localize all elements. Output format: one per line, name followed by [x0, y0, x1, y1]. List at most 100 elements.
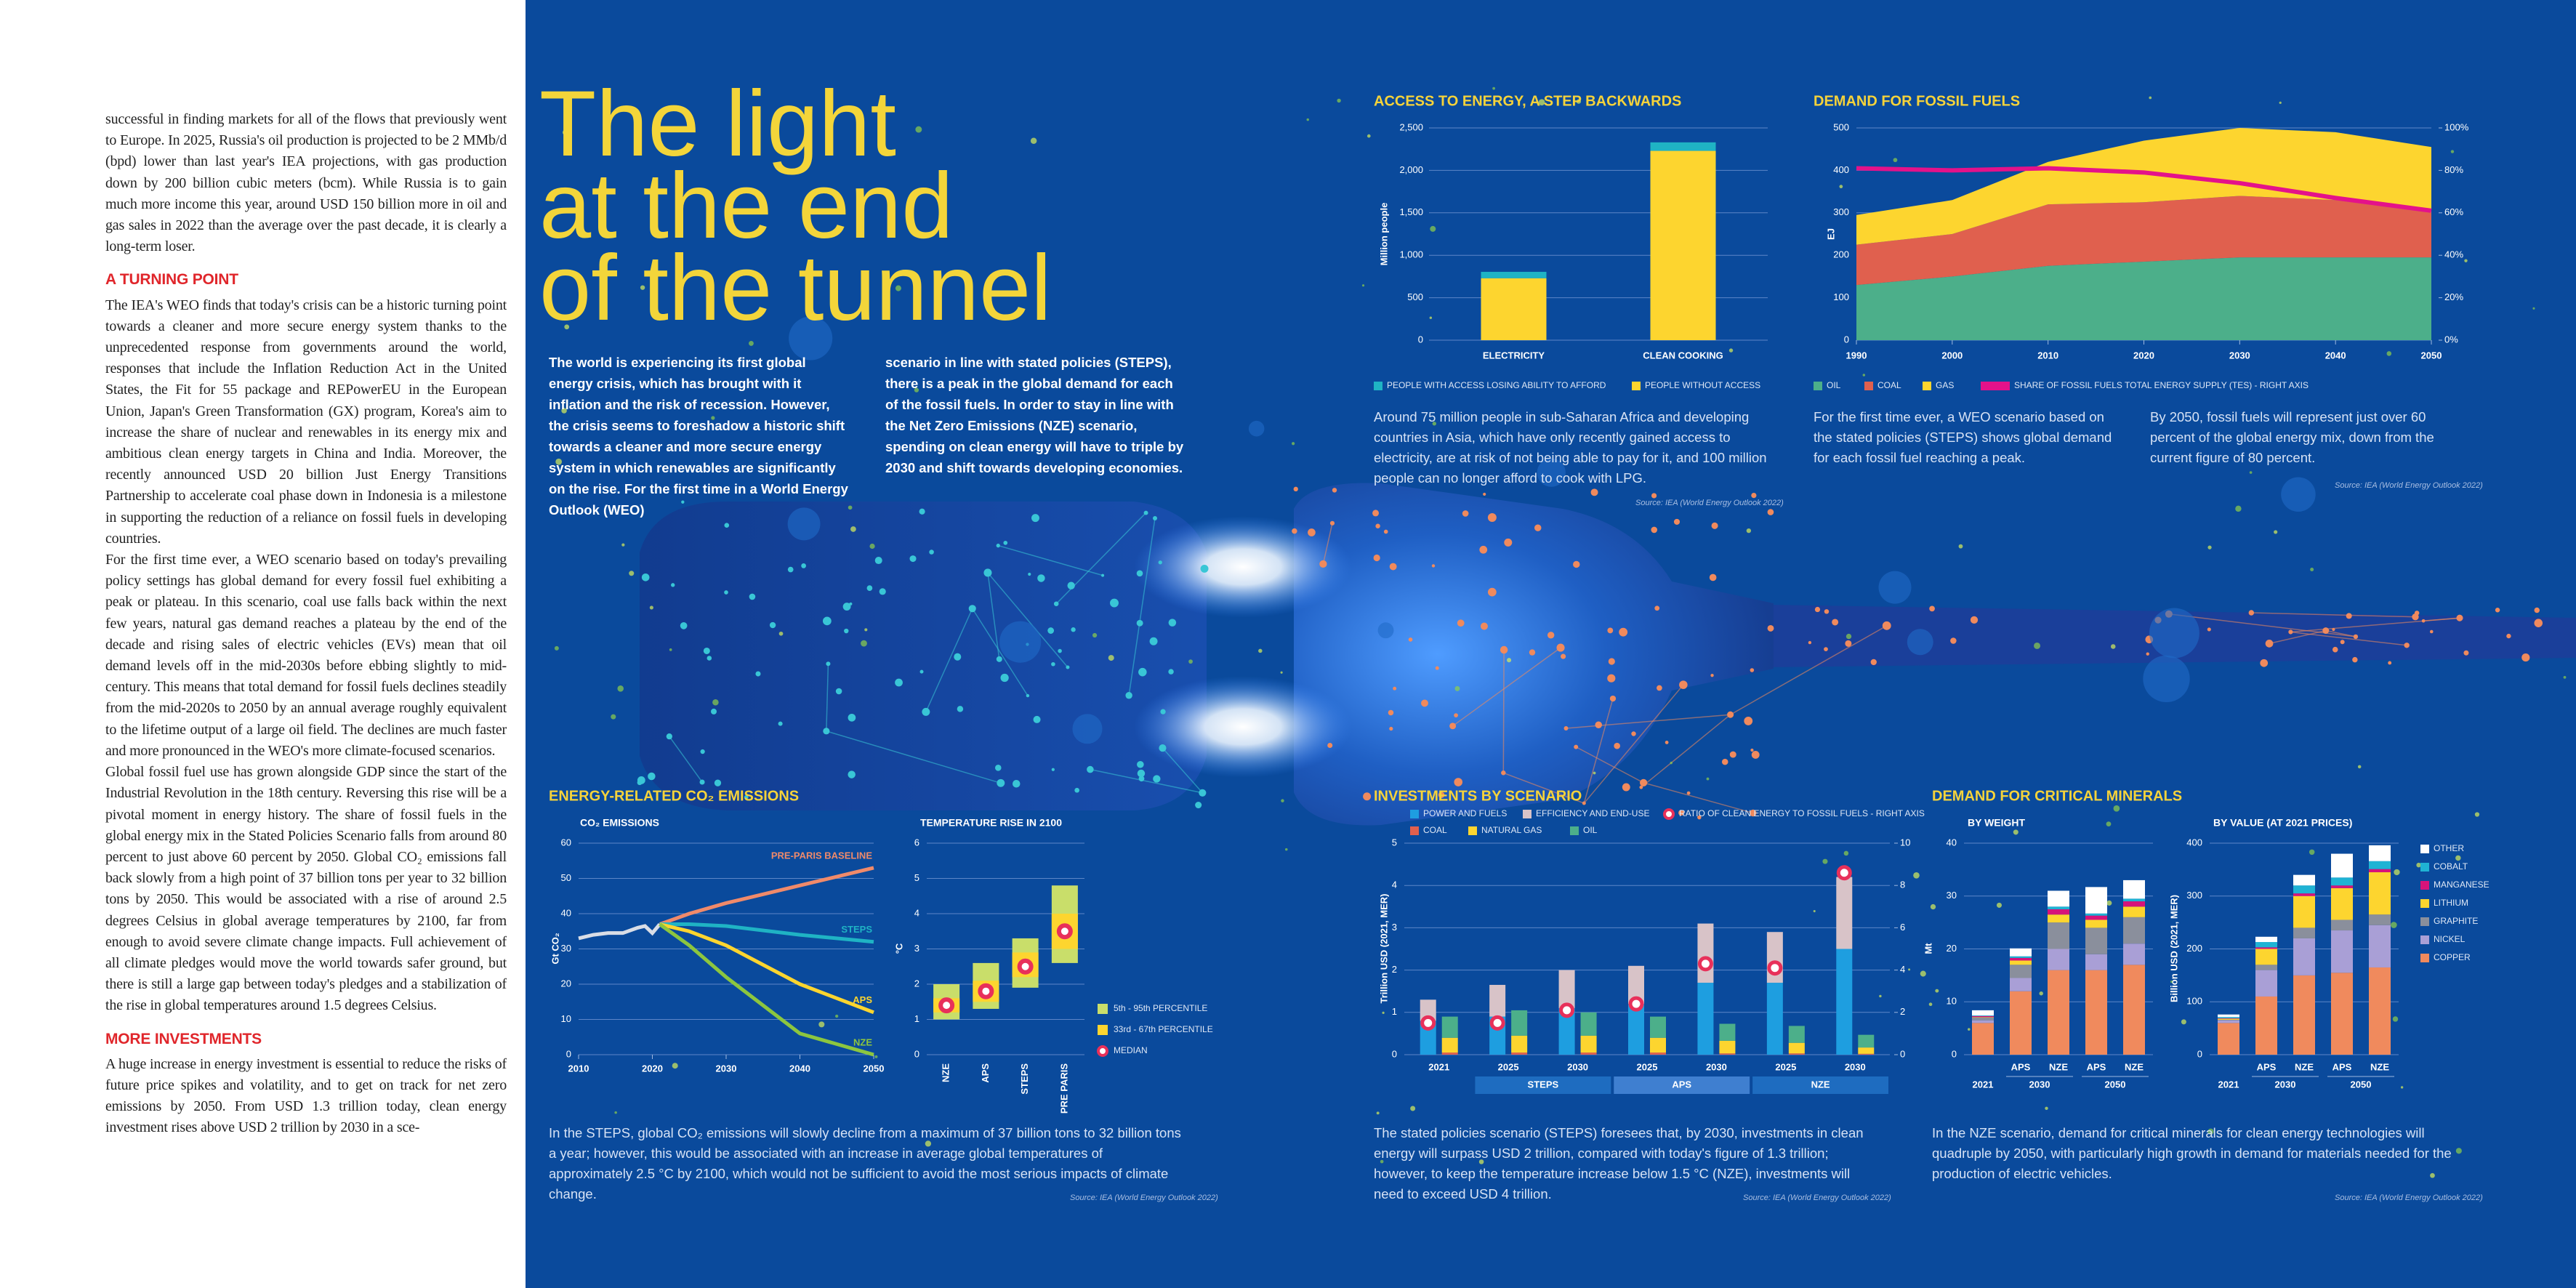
- network-node: [997, 778, 1005, 787]
- particle: [555, 458, 563, 465]
- bar-segment: [2369, 845, 2391, 861]
- bar-segment: [2255, 949, 2277, 965]
- bar-segment: [1972, 1017, 1994, 1018]
- network-link: [2290, 617, 2460, 633]
- legend-swatch: [1410, 826, 1419, 835]
- legend-label: MANGANESE: [2434, 880, 2490, 890]
- network-node: [1727, 711, 1734, 718]
- network-node: [1750, 668, 1755, 672]
- particle: [2310, 567, 2314, 572]
- bar-segment: [1788, 1026, 1805, 1043]
- legend-swatch: [1410, 810, 1419, 818]
- y-tick-label: 300: [2186, 890, 2202, 901]
- particle: [2390, 922, 2397, 928]
- network-node: [1388, 709, 1394, 716]
- network-node: [2332, 646, 2338, 653]
- legend-swatch: [2420, 917, 2429, 926]
- y-tick-label: 5: [914, 872, 919, 883]
- particle: [895, 285, 901, 291]
- particle: [564, 324, 570, 330]
- network-node: [1607, 674, 1616, 683]
- network-node: [1686, 791, 1691, 795]
- headline: of the tunnel: [539, 236, 1052, 340]
- network-node: [919, 669, 924, 674]
- particle: [611, 714, 616, 720]
- network-node: [2322, 627, 2330, 634]
- network-node: [1504, 538, 1513, 547]
- network-node: [724, 590, 728, 595]
- network-link: [987, 572, 1000, 659]
- period-label: 2050: [2105, 1079, 2126, 1090]
- bar-segment: [2085, 919, 2107, 928]
- network-node: [1293, 486, 1298, 491]
- network-node: [1457, 619, 1465, 627]
- network-node: [1870, 659, 1877, 666]
- network-node: [1750, 809, 1757, 817]
- network-node: [749, 593, 756, 600]
- bar-segment: [2255, 996, 2277, 1055]
- network-node: [1012, 779, 1021, 788]
- bar-segment: [1697, 923, 1714, 983]
- bar-segment: [2085, 970, 2107, 1055]
- particle: [1670, 761, 1673, 765]
- bar-segment: [2369, 861, 2391, 869]
- bar-segment: [1580, 1052, 1597, 1055]
- period-label: 2030: [2275, 1079, 2296, 1090]
- bubble: [2149, 608, 2199, 659]
- network-node: [1000, 673, 1009, 683]
- bar-segment: [1650, 1052, 1666, 1055]
- y-tick-label: 0: [1900, 1048, 1905, 1059]
- x-tick-label: NZE: [2049, 1061, 2068, 1072]
- legend-swatch: [1097, 1045, 1108, 1057]
- network-node: [2265, 639, 2274, 648]
- bar-segment: [2085, 927, 2107, 954]
- x-tick-label: 2050: [864, 1063, 885, 1074]
- median: [1056, 923, 1073, 940]
- bar-segment: [2218, 1019, 2239, 1021]
- line: [659, 922, 874, 944]
- bar-segment: [2331, 887, 2353, 920]
- network-node: [1393, 686, 1397, 691]
- particle: [1454, 685, 1460, 691]
- particle: [1430, 225, 1436, 232]
- legend-label: MEDIAN: [1114, 1045, 1148, 1055]
- bar-segment: [2293, 975, 2315, 1055]
- particle: [2392, 1016, 2399, 1022]
- x-tick-label: 1990: [1846, 350, 1867, 361]
- period-label: 2021: [2218, 1079, 2239, 1090]
- network-node: [1547, 632, 1555, 639]
- y-tick-label: 200: [2186, 943, 2202, 954]
- legend-label: 33rd - 67th PERCENTILE: [1114, 1024, 1213, 1034]
- network-node: [1051, 661, 1055, 667]
- particle: [864, 628, 868, 632]
- y-tick-label: 400: [2186, 837, 2202, 848]
- x-tick-label: APS: [2333, 1061, 2352, 1072]
- network-node: [1168, 619, 1177, 627]
- bar-segment: [2255, 936, 2277, 943]
- source: Source: IEA (World Energy Outlook 2022): [1743, 1194, 1891, 1202]
- particle: [1893, 158, 1898, 163]
- particle: [1432, 422, 1436, 426]
- legend-label: OIL: [1827, 380, 1841, 390]
- network-node: [1200, 564, 1209, 573]
- legend-swatch: [1632, 382, 1641, 390]
- y-tick-label: 100: [1833, 291, 1849, 302]
- particle: [2207, 545, 2212, 550]
- bar-segment: [1836, 877, 1853, 949]
- x-tick-label: 2030: [1845, 1061, 1866, 1072]
- network-node: [2248, 610, 2255, 616]
- network-node: [866, 585, 873, 591]
- network-link: [1730, 625, 1888, 715]
- particle: [1846, 633, 1852, 640]
- y-tick-label: 2: [1392, 964, 1397, 975]
- network-node: [1487, 513, 1497, 522]
- particle: [1930, 903, 1936, 910]
- network-node: [1500, 645, 1508, 654]
- y-tick-label: 300: [1833, 206, 1849, 217]
- particle: [1337, 98, 1341, 103]
- legend-label: COPPER: [2434, 952, 2471, 962]
- y-tick-label: 40%: [2444, 249, 2463, 260]
- bar-segment: [1650, 1016, 1666, 1038]
- particle: [2455, 1148, 2462, 1154]
- particle: [554, 645, 559, 651]
